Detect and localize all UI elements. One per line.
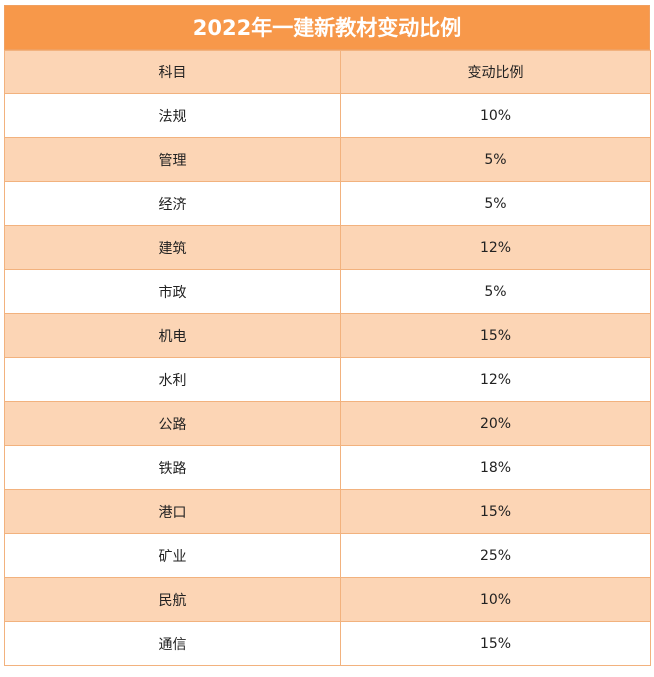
cell-subject: 港口	[4, 489, 341, 534]
cell-subject: 公路	[4, 401, 341, 446]
table-row: 矿业 25%	[4, 533, 651, 578]
table-row: 建筑 12%	[4, 225, 651, 270]
table-row: 水利 12%	[4, 357, 651, 402]
cell-subject: 机电	[4, 313, 341, 358]
cell-ratio: 18%	[340, 445, 651, 490]
cell-ratio: 10%	[340, 577, 651, 622]
cell-subject: 矿业	[4, 533, 341, 578]
cell-ratio: 5%	[340, 181, 651, 226]
cell-ratio: 10%	[340, 93, 651, 138]
table-row: 法规 10%	[4, 93, 651, 138]
cell-ratio: 5%	[340, 137, 651, 182]
header-row: 科目 变动比例	[4, 50, 651, 94]
cell-subject: 经济	[4, 181, 341, 226]
table-row: 铁路 18%	[4, 445, 651, 490]
cell-ratio: 15%	[340, 489, 651, 534]
table-row: 港口 15%	[4, 489, 651, 534]
table-row: 市政 5%	[4, 269, 651, 314]
cell-ratio: 25%	[340, 533, 651, 578]
cell-ratio: 15%	[340, 621, 651, 666]
cell-ratio: 5%	[340, 269, 651, 314]
cell-subject: 法规	[4, 93, 341, 138]
cell-subject: 管理	[4, 137, 341, 182]
table-row: 民航 10%	[4, 577, 651, 622]
cell-ratio: 20%	[340, 401, 651, 446]
table-title: 2022年一建新教材变动比例	[4, 5, 650, 50]
data-table: 科目 变动比例 法规 10% 管理 5% 经济 5% 建筑 12% 市政	[4, 50, 651, 666]
table-row: 管理 5%	[4, 137, 651, 182]
cell-subject: 铁路	[4, 445, 341, 490]
table-row: 公路 20%	[4, 401, 651, 446]
table-container: 2022年一建新教材变动比例 科目 变动比例 法规 10% 管理 5% 经济 5…	[4, 5, 651, 666]
cell-subject: 市政	[4, 269, 341, 314]
column-header-ratio: 变动比例	[340, 50, 651, 94]
cell-ratio: 12%	[340, 357, 651, 402]
cell-subject: 通信	[4, 621, 341, 666]
cell-ratio: 15%	[340, 313, 651, 358]
cell-subject: 水利	[4, 357, 341, 402]
table-row: 经济 5%	[4, 181, 651, 226]
table-row: 机电 15%	[4, 313, 651, 358]
table-row: 通信 15%	[4, 621, 651, 666]
cell-ratio: 12%	[340, 225, 651, 270]
column-header-subject: 科目	[4, 50, 341, 94]
cell-subject: 建筑	[4, 225, 341, 270]
cell-subject: 民航	[4, 577, 341, 622]
